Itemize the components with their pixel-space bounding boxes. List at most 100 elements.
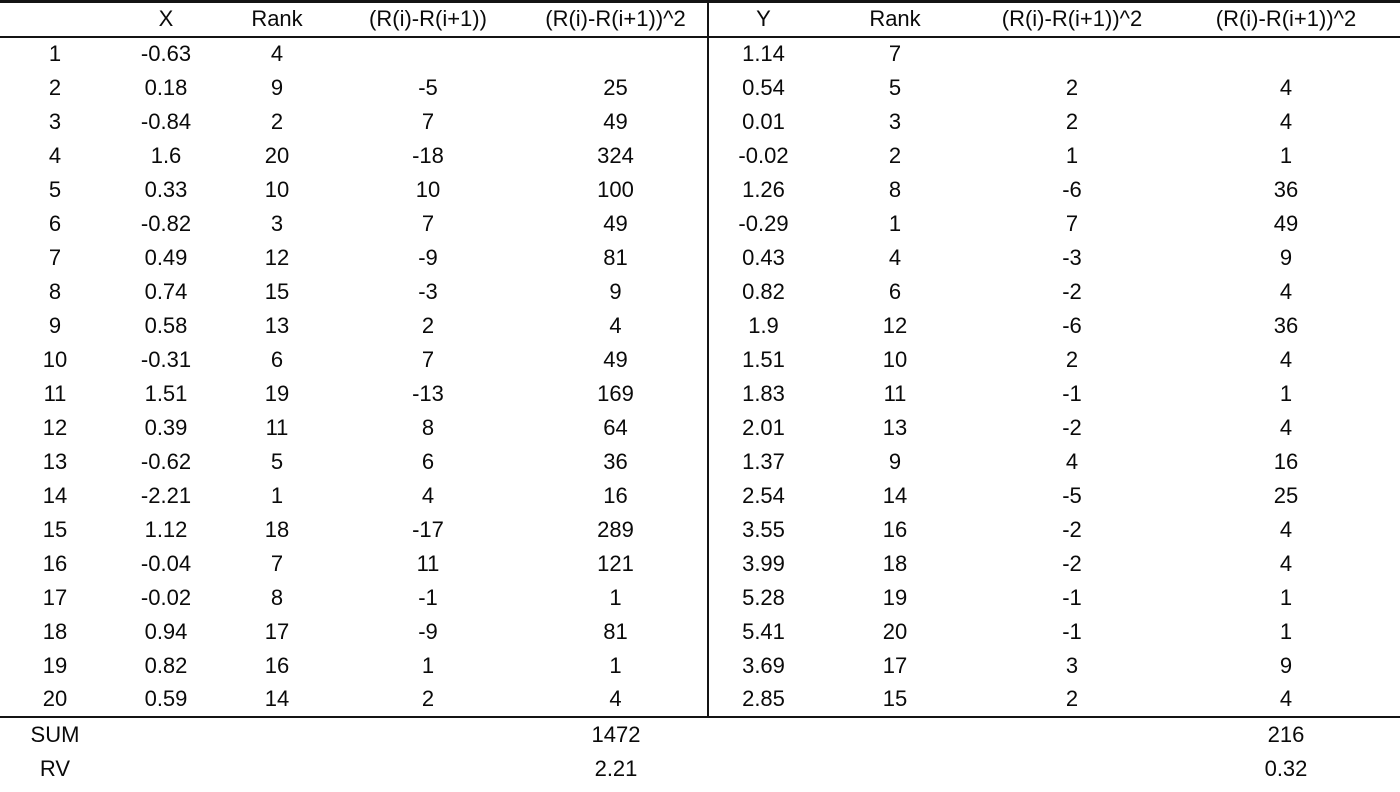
- cell: 0.39: [144, 414, 188, 440]
- cell: 4: [1279, 278, 1293, 304]
- table-body: 1 -0.63 4 1.14 7 2 0.18 9 -5 25 0.54 5 2 4 3 -0.84 2 7 49 0…: [0, 36, 1400, 717]
- cell: 8: [421, 414, 435, 440]
- cell: 2: [888, 142, 902, 168]
- cell: -13: [412, 380, 444, 406]
- sum-label: SUM: [30, 721, 80, 747]
- cell: -1: [1062, 380, 1082, 406]
- header-x-rank-diff-sq: (R(i)-R(i+1))^2: [545, 6, 686, 32]
- cell: 19: [264, 380, 290, 406]
- cell: 1.6: [150, 142, 182, 168]
- header-row: X Rank (R(i)-R(i+1)) (R(i)-R(i+1))^2 Y R…: [0, 1, 1400, 37]
- cell: 3: [48, 108, 62, 134]
- cell: 10: [264, 176, 290, 202]
- cell: 13: [264, 312, 290, 338]
- cell: 4: [1279, 550, 1293, 576]
- cell: 0.49: [144, 244, 188, 270]
- table-row: 3 -0.84 2 7 49 0.01 3 2 4: [0, 104, 1400, 139]
- cell: 3.55: [707, 512, 818, 547]
- cell: 14: [42, 482, 68, 508]
- cell: 0.82: [144, 652, 188, 678]
- table-row: 8 0.74 15 -3 9 0.82 6 -2 4: [0, 274, 1400, 309]
- table-row: 18 0.94 17 -9 81 5.41 20 -1 1: [0, 614, 1400, 649]
- cell: -0.02: [140, 584, 192, 610]
- cell: 15: [42, 516, 68, 542]
- cell: 4: [1279, 686, 1293, 711]
- cell: 1.51: [144, 380, 188, 406]
- header-x: X: [158, 6, 174, 32]
- cell: 7: [48, 244, 62, 270]
- cell: 5.41: [707, 614, 818, 649]
- cell: 0.59: [144, 686, 188, 711]
- cell: 17: [882, 652, 908, 678]
- cell: 0.18: [144, 74, 188, 100]
- cell: 49: [603, 346, 628, 372]
- cell: -5: [1062, 482, 1082, 508]
- cell: -6: [1062, 312, 1082, 338]
- cell: 1: [1279, 618, 1293, 644]
- cell: 0.94: [144, 618, 188, 644]
- header-y-rank: Rank: [869, 6, 921, 32]
- cell: -0.82: [140, 210, 192, 236]
- cell: 0.58: [144, 312, 188, 338]
- cell: 7: [421, 210, 435, 236]
- sum-row: SUM 1472 216: [0, 717, 1400, 752]
- table-row: 5 0.33 10 10 100 1.26 8 -6 36: [0, 172, 1400, 207]
- cell: 2: [1065, 686, 1079, 711]
- cell: 8: [888, 176, 902, 202]
- cell: 1.12: [144, 516, 188, 542]
- cell: 0.01: [707, 104, 818, 139]
- cell: 1.37: [707, 444, 818, 479]
- cell: 169: [597, 380, 634, 406]
- cell: 2: [1065, 108, 1079, 134]
- cell: -1: [1062, 584, 1082, 610]
- cell: 1.83: [707, 376, 818, 411]
- cell: 2.85: [707, 682, 818, 717]
- cell: -1: [1062, 618, 1082, 644]
- cell: 5.28: [707, 580, 818, 615]
- table-row: 12 0.39 11 8 64 2.01 13 -2 4: [0, 410, 1400, 445]
- table-row: 13 -0.62 5 6 36 1.37 9 4 16: [0, 444, 1400, 479]
- cell: 5: [48, 176, 62, 202]
- cell: 121: [597, 550, 634, 576]
- cell: -9: [418, 244, 438, 270]
- cell: 1: [1279, 142, 1293, 168]
- cell: 7: [1065, 210, 1079, 236]
- cell: -1: [418, 584, 438, 610]
- cell: 9: [270, 74, 284, 100]
- cell: 4: [1279, 346, 1293, 372]
- cell: 324: [597, 142, 634, 168]
- table-row: 14 -2.21 1 4 16 2.54 14 -5 25: [0, 478, 1400, 513]
- table-row: 1 -0.63 4 1.14 7: [0, 36, 1400, 71]
- cell: 36: [1273, 176, 1299, 202]
- sum-value-y: 216: [1267, 721, 1305, 747]
- cell: 289: [597, 516, 634, 542]
- cell: 9: [609, 278, 622, 304]
- table-row: 16 -0.04 7 11 121 3.99 18 -2 4: [0, 546, 1400, 581]
- cell: [972, 37, 1172, 71]
- cell: -2: [1062, 414, 1082, 440]
- cell: 81: [603, 244, 628, 270]
- cell: -18: [412, 142, 444, 168]
- cell: -0.63: [140, 41, 192, 66]
- cell: 1.26: [707, 172, 818, 207]
- cell: 3.69: [707, 648, 818, 683]
- cell: 10: [42, 346, 68, 372]
- cell: 14: [264, 686, 290, 711]
- cell: 1.9: [707, 308, 818, 343]
- cell: -2: [1062, 550, 1082, 576]
- cell: 3: [270, 210, 284, 236]
- cell: 6: [270, 346, 284, 372]
- cell: -5: [418, 74, 438, 100]
- cell: 20: [882, 618, 908, 644]
- cell: 6: [421, 448, 435, 474]
- cell: 1.51: [707, 342, 818, 377]
- cell: [524, 37, 708, 71]
- cell: 7: [888, 41, 902, 66]
- cell: 64: [603, 414, 628, 440]
- cell: 4: [1279, 414, 1293, 440]
- table-row: 19 0.82 16 1 1 3.69 17 3 9: [0, 648, 1400, 683]
- cell: 16: [882, 516, 908, 542]
- cell: 7: [421, 108, 435, 134]
- cell: 6: [48, 210, 62, 236]
